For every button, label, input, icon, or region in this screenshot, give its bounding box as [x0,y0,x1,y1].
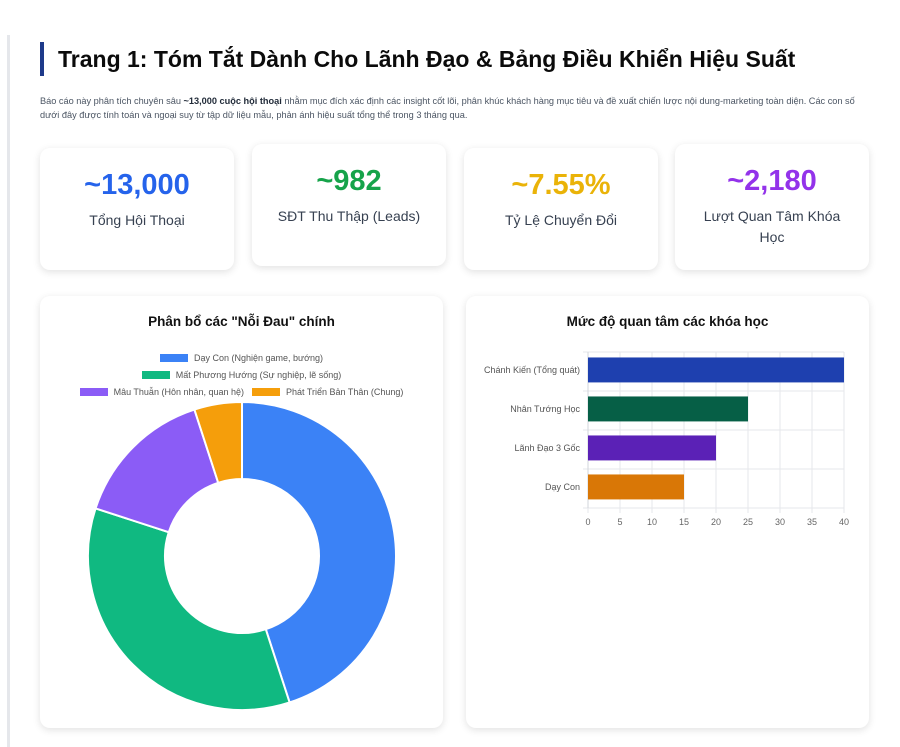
kpi-value: ~982 [316,165,382,197]
x-tick-label: 5 [617,517,622,527]
bar[interactable] [588,396,748,422]
x-tick-label: 30 [775,517,785,527]
y-tick-label: Nhân Tướng Học [510,404,580,414]
kpi-card-conversations: ~13,000 Tổng Hội Thoại [40,148,234,270]
bar-chart: 0 5 10 15 20 25 30 35 40 Chánh Kiến (Tổng quát) Nh… [484,351,849,527]
y-tick-label: Lãnh Đạo 3 Gốc [514,443,580,453]
kpi-card-conversion: ~7.55% Tỷ Lệ Chuyển Đổi [464,148,658,270]
kpi-label: Lượt Quan Tâm Khóa Học [703,208,841,245]
chart-title: Mức độ quan tâm các khóa học [566,314,769,329]
chart-legend: Dạy Con (Nghiện game, bướng) Mất Phương … [40,350,443,401]
x-tick-label: 35 [807,517,817,527]
donut-slice[interactable] [94,408,220,534]
kpi-label: SĐT Thu Thập (Leads) [277,208,421,224]
kpi-card-leads: ~982 SĐT Thu Thập (Leads) [252,144,446,266]
kpi-value: ~7.55% [511,169,611,201]
kpi-value: ~2,180 [727,165,817,197]
x-tick-label: 25 [743,517,753,527]
legend-item[interactable]: Mâu Thuẫn (Hôn nhân, quan hệ) [79,384,244,400]
x-tick-label: 0 [585,517,590,527]
intro-text: Báo cáo này phân tích chuyên sâu ~13,000… [40,96,855,120]
x-tick-label: 20 [711,517,721,527]
legend-item[interactable]: Phát Triển Bản Thân (Chung) [252,384,403,400]
scroll-edge [7,35,10,747]
kpi-card-course-interest: ~2,180 Lượt Quan Tâm Khóa Học [675,144,869,270]
kpi-label: Tỷ Lệ Chuyển Đổi [504,212,618,228]
bar[interactable] [588,474,684,500]
y-tick-label: Chánh Kiến (Tổng quát) [484,365,580,375]
y-tick-label: Dạy Con [545,482,580,492]
kpi-label: Tổng Hội Thoại [89,212,185,228]
course-interest-chart-card: Mức độ quan tâm các khóa học 0 5 10 15 20 25 3… [466,296,869,728]
x-tick-label: 15 [679,517,689,527]
kpi-value: ~13,000 [84,169,190,201]
chart-title: Phân bổ các "Nỗi Đau" chính [148,314,335,329]
page-title: Trang 1: Tóm Tắt Dành Cho Lãnh Đạo & Bản… [40,42,795,76]
pain-points-chart-card: Phân bổ các "Nỗi Đau" chính Dạy Con (Ngh… [40,296,443,728]
x-tick-label: 40 [839,517,849,527]
donut-slice[interactable] [87,507,291,711]
legend-item[interactable]: Dạy Con (Nghiện game, bướng) [160,350,323,366]
bar[interactable] [588,435,716,461]
legend-item[interactable]: Mất Phương Hướng (Sự nghiệp, lẽ sống) [141,367,341,383]
x-tick-label: 10 [647,517,657,527]
donut-slice[interactable] [193,400,243,485]
donut-slice[interactable] [241,400,397,704]
bar[interactable] [588,357,844,383]
